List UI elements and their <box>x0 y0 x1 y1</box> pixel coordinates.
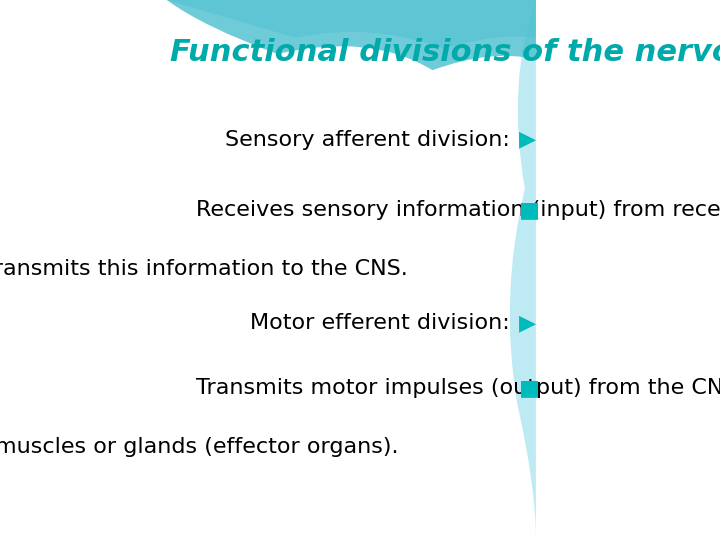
PathPatch shape <box>167 0 536 70</box>
Text: ▶: ▶ <box>519 130 536 150</box>
Text: transmits this information to the CNS.: transmits this information to the CNS. <box>0 259 408 279</box>
Text: ▶: ▶ <box>519 313 536 333</box>
PathPatch shape <box>510 0 536 540</box>
Text: Motor efferent division:: Motor efferent division: <box>251 313 510 333</box>
PathPatch shape <box>167 0 536 49</box>
Text: Functional divisions of the nervous system: Functional divisions of the nervous syst… <box>171 38 720 67</box>
Text: Receives sensory information (input) from receptors and: Receives sensory information (input) fro… <box>197 200 720 220</box>
Text: Transmits motor impulses (output) from the CNS to: Transmits motor impulses (output) from t… <box>197 378 720 398</box>
Text: muscles or glands (effector organs).: muscles or glands (effector organs). <box>0 437 398 457</box>
Text: ■: ■ <box>519 378 540 398</box>
Text: Sensory afferent division:: Sensory afferent division: <box>225 130 510 150</box>
Text: ■: ■ <box>519 200 540 220</box>
